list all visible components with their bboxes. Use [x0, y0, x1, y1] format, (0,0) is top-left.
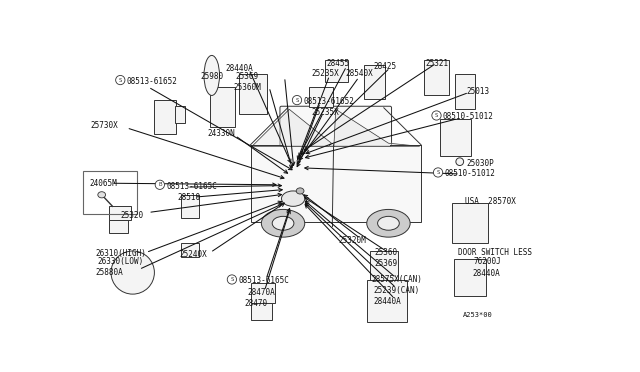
Text: S: S [435, 113, 438, 118]
Circle shape [116, 76, 125, 85]
FancyBboxPatch shape [280, 106, 392, 146]
Text: 08510-51012: 08510-51012 [443, 112, 493, 121]
Text: 28425: 28425 [373, 62, 396, 71]
Ellipse shape [296, 188, 304, 194]
Ellipse shape [204, 55, 220, 96]
Text: 25880A: 25880A [95, 268, 124, 277]
Text: 08513-61652: 08513-61652 [127, 77, 177, 86]
Bar [180, 243, 199, 257]
Ellipse shape [282, 191, 305, 206]
Bar [370, 251, 397, 282]
Text: 25240X: 25240X [179, 250, 207, 259]
Text: 25360M: 25360M [234, 83, 261, 92]
Bar [250, 303, 272, 320]
Text: 28470: 28470 [244, 299, 268, 308]
Text: 28575X(CAN): 28575X(CAN) [371, 275, 422, 284]
Bar [154, 100, 176, 134]
Text: 25730X: 25730X [91, 121, 118, 130]
Text: 28510: 28510 [178, 193, 201, 202]
Bar [83, 171, 138, 214]
Bar [109, 220, 128, 232]
Text: 28440A: 28440A [226, 64, 253, 73]
Text: 28440A: 28440A [373, 297, 401, 306]
Text: 28540X: 28540X [345, 69, 372, 78]
Text: 08513-61652: 08513-61652 [303, 97, 354, 106]
Ellipse shape [367, 209, 410, 237]
Bar [325, 60, 348, 81]
Text: S: S [436, 170, 440, 175]
Text: 25320M: 25320M [339, 235, 367, 245]
Text: 24065M: 24065M [90, 179, 117, 187]
Text: DOOR SWITCH LESS: DOOR SWITCH LESS [458, 248, 532, 257]
Text: 25013: 25013 [466, 87, 489, 96]
Bar [367, 280, 407, 322]
Circle shape [292, 96, 301, 105]
Bar [364, 65, 385, 99]
Bar [440, 119, 470, 155]
Text: S: S [295, 97, 299, 103]
Circle shape [155, 180, 164, 189]
Text: 28455: 28455 [326, 58, 349, 67]
Text: 25235X: 25235X [311, 108, 339, 117]
Bar [250, 145, 421, 222]
Ellipse shape [98, 192, 106, 198]
Text: 28440A: 28440A [472, 269, 500, 278]
Ellipse shape [378, 217, 399, 230]
Circle shape [227, 275, 237, 284]
Bar [452, 203, 488, 243]
Text: 25320: 25320 [120, 211, 143, 220]
Text: 26310(HIGH): 26310(HIGH) [95, 249, 147, 258]
Bar [175, 106, 186, 123]
Bar [180, 195, 199, 218]
Bar [424, 60, 449, 96]
Text: 25360: 25360 [374, 248, 397, 257]
Circle shape [432, 111, 441, 120]
Text: 25030P: 25030P [466, 158, 493, 168]
Text: 25369: 25369 [235, 73, 258, 81]
Text: USA  28570X: USA 28570X [465, 197, 516, 206]
Text: 24330N: 24330N [208, 129, 236, 138]
Text: 08513-6165C: 08513-6165C [238, 276, 289, 285]
Polygon shape [252, 109, 332, 146]
Text: 08513-6165C: 08513-6165C [166, 182, 217, 191]
Text: 25369: 25369 [374, 259, 397, 268]
Ellipse shape [261, 209, 305, 237]
Ellipse shape [272, 217, 294, 230]
Polygon shape [334, 109, 419, 146]
Text: A253*00: A253*00 [463, 312, 493, 318]
Bar [239, 74, 267, 114]
Ellipse shape [456, 158, 463, 166]
Text: 26330(LOW): 26330(LOW) [97, 257, 143, 266]
Circle shape [433, 168, 443, 177]
Text: 28470A: 28470A [248, 288, 275, 297]
Text: 25235X: 25235X [311, 69, 339, 78]
Bar [309, 87, 333, 107]
Bar [109, 206, 131, 220]
Bar [455, 74, 476, 109]
Bar [250, 283, 275, 303]
Bar [210, 87, 235, 127]
Text: S: S [230, 277, 234, 282]
Text: 25239(CAN): 25239(CAN) [373, 286, 419, 295]
Text: 25321: 25321 [426, 58, 449, 67]
Text: B: B [158, 182, 162, 187]
Text: 76200J: 76200J [474, 257, 502, 266]
Text: 25980: 25980 [201, 73, 224, 81]
Text: S: S [118, 77, 122, 83]
Text: 08510-51012: 08510-51012 [444, 169, 495, 179]
Bar [454, 259, 486, 296]
Ellipse shape [111, 251, 154, 294]
